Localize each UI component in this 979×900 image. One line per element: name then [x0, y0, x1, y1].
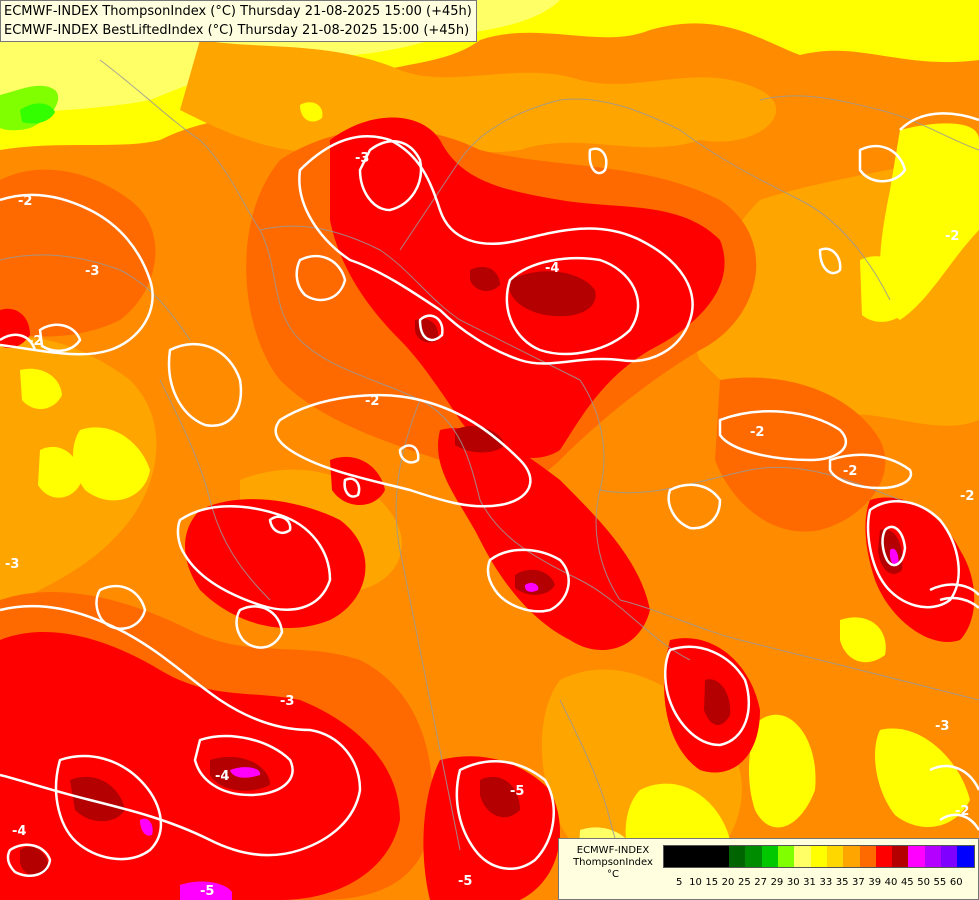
legend-swatch: [729, 846, 746, 867]
contour-label: -5: [458, 874, 472, 889]
contour-label: -2: [955, 804, 969, 819]
legend-tick-label: 15: [705, 877, 719, 888]
contour-label: -3: [280, 694, 294, 709]
contour-label: -4: [215, 769, 229, 784]
red-central-south: [438, 428, 650, 650]
contour-label: -4: [545, 261, 559, 276]
legend-tick-label: 29: [770, 877, 784, 888]
title-line-bestlifted: ECMWF-INDEX BestLiftedIndex (°C) Thursda…: [4, 23, 470, 38]
legend-tick-label: 31: [803, 877, 816, 888]
contour-label: -2: [365, 394, 379, 409]
legend-tick-label: 10: [689, 877, 702, 888]
legend-tick-label: 50: [917, 877, 930, 888]
contour-label: -3: [355, 151, 369, 166]
dark-red-mid: [455, 425, 505, 453]
legend-tick-label: 30: [786, 877, 800, 888]
legend-tick-label: 27: [754, 877, 767, 888]
magenta-spot-3: [230, 767, 261, 778]
dark-red-southeast: [704, 679, 731, 726]
magenta-spot-1: [889, 548, 899, 566]
legend-tick-label: 60: [949, 877, 963, 888]
contour-label: -5: [510, 784, 524, 799]
legend-swatch: [794, 846, 811, 867]
dark-red-south-mid: [515, 569, 555, 595]
legend-swatch: [712, 846, 730, 867]
legend-swatch: [810, 846, 827, 867]
legend-swatch: [908, 846, 925, 867]
legend-swatch: [859, 846, 876, 867]
yellow-southeast: [748, 714, 816, 828]
color-legend: ECMWF-INDEX ThompsonIndex °C 5 10 15 20 25 27…: [558, 838, 979, 900]
legend-tick-label: 35: [835, 877, 849, 888]
title-line-thompson: ECMWF-INDEX ThompsonIndex (°C) Thursday …: [4, 4, 472, 19]
legend-swatch: [761, 846, 779, 867]
legend-swatch: [941, 846, 958, 867]
dark-red-sw-edge: [20, 846, 49, 876]
legend-swatch: [875, 846, 893, 867]
legend-tick-label: 40: [884, 877, 898, 888]
legend-swatch: [957, 846, 974, 867]
contour-label: -4: [12, 824, 26, 839]
contour-lines: [0, 112, 979, 877]
magenta-spot-2: [524, 582, 539, 592]
contour-label: -3: [85, 264, 99, 279]
red-southwest: [0, 631, 400, 900]
yellow-southeast2: [875, 728, 970, 827]
contour-label: -3: [935, 719, 949, 734]
yellow-west2: [73, 427, 150, 501]
contour-label: -2: [960, 489, 974, 504]
legend-swatch: [745, 846, 762, 867]
legend-swatches: [663, 845, 975, 868]
dark-red-south: [480, 776, 520, 818]
dark-red-center: [509, 271, 596, 317]
contour-label: -2: [843, 464, 857, 479]
legend-ticks: 5 10 15 20 25 27 29 30 31 33 35 37 39 40 45 50 55 60: [671, 877, 964, 888]
map-title-box: ECMWF-INDEX ThompsonIndex (°C) Thursday …: [0, 0, 477, 42]
orange-red-east: [715, 377, 886, 532]
contour-label-group: -3 -2 -3 -2 -4 -2 -2 -2 -2 -3 -3 -4 -4 -…: [5, 151, 974, 899]
legend-param: ThompsonIndex: [573, 857, 653, 868]
legend-swatch: [924, 846, 942, 867]
green-patch-nw2: [20, 103, 55, 124]
magenta-spot-5: [140, 818, 153, 836]
legend-swatch: [664, 846, 681, 867]
contour-label: -2: [18, 194, 32, 209]
legend-tick-label: 25: [737, 877, 751, 888]
legend-model: ECMWF-INDEX: [576, 845, 650, 856]
legend-swatch: [778, 846, 795, 867]
legend-title: ECMWF-INDEX ThompsonIndex °C: [565, 845, 661, 881]
legend-tick-label: 55: [933, 877, 947, 888]
yellow-small-top: [300, 102, 323, 122]
contour-label: -2: [750, 425, 764, 440]
legend-unit: °C: [607, 869, 619, 880]
magenta-spot-4: [180, 881, 232, 900]
legend-tick-label: 20: [721, 877, 735, 888]
orange-red-northwest: [0, 169, 156, 337]
yellow-west3: [38, 446, 82, 498]
contour-label: -3: [5, 557, 19, 572]
legend-swatch: [680, 846, 697, 867]
red-west-edge: [0, 308, 30, 348]
dark-red-center2: [470, 266, 500, 292]
contour-label: -2: [945, 229, 959, 244]
legend-tick-label: 5: [675, 877, 683, 888]
legend-swatch: [892, 846, 909, 867]
light-orange-north: [180, 40, 777, 153]
dark-red-sw: [70, 776, 125, 822]
legend-tick-label: 33: [819, 877, 833, 888]
legend-tick-label: 37: [852, 877, 865, 888]
yellow-se-light: [840, 617, 886, 663]
contour-label: -2: [28, 334, 42, 349]
legend-swatch: [843, 846, 860, 867]
legend-tick-label: 39: [868, 877, 882, 888]
legend-tick-label: 45: [900, 877, 914, 888]
legend-swatch: [696, 846, 713, 867]
legend-swatch: [826, 846, 844, 867]
contour-label: -5: [200, 884, 214, 899]
yellow-west: [20, 368, 62, 410]
